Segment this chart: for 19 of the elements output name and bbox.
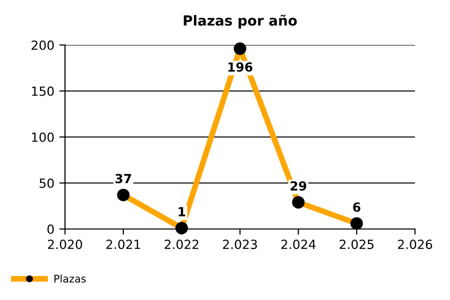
data-label: 29 — [290, 181, 306, 191]
y-tick-label: 100 — [32, 132, 54, 142]
y-tick-label: 50 — [40, 178, 54, 188]
x-tick-label: 2.023 — [223, 240, 257, 250]
x-tick-label: 2.024 — [281, 240, 316, 250]
y-tick-label: 200 — [32, 40, 54, 50]
legend-label: Plazas — [54, 274, 86, 283]
chart-title: Plazas por año — [184, 14, 297, 28]
data-label: 37 — [115, 174, 132, 184]
data-label: 196 — [228, 62, 252, 72]
x-tick-label: 2.025 — [340, 240, 374, 250]
x-tick-label: 2.021 — [106, 240, 140, 250]
data-label: 6 — [353, 202, 360, 212]
x-tick-label: 2.022 — [164, 240, 198, 250]
x-tick-label: 2.026 — [398, 240, 432, 250]
x-tick-label: 2.020 — [48, 240, 82, 250]
y-tick-label: 0 — [47, 224, 54, 234]
y-tick-label: 150 — [32, 86, 54, 96]
data-label: 1 — [178, 207, 186, 216]
